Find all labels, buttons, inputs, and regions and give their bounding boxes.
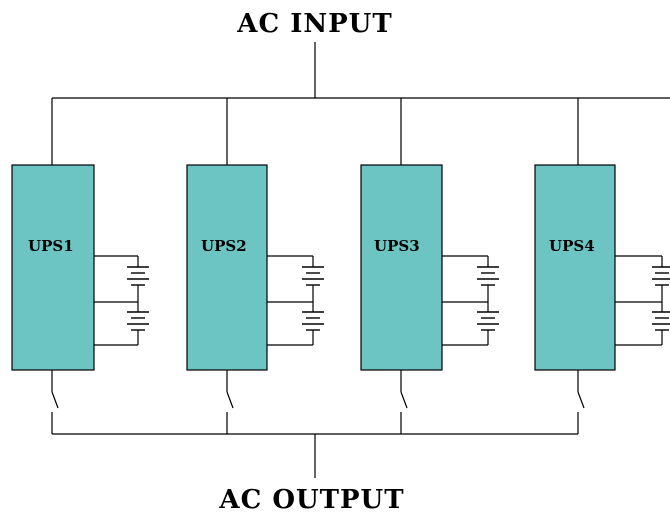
ups2-label: UPS2 bbox=[201, 237, 247, 255]
ac-input-label: AC INPUT bbox=[237, 9, 393, 39]
ups4-output-switch bbox=[577, 370, 585, 434]
ups1-battery-bank bbox=[94, 255, 149, 346]
ups4-battery-bank bbox=[615, 255, 670, 346]
ups1-box bbox=[11, 164, 95, 371]
ups3-output-switch bbox=[400, 370, 408, 434]
ups3-label: UPS3 bbox=[374, 237, 420, 255]
ups2-output-switch bbox=[226, 370, 234, 434]
ups1-output-switch bbox=[51, 370, 59, 434]
ups2-branch bbox=[186, 98, 324, 434]
ups4-branch bbox=[534, 98, 670, 434]
ups1-label: UPS1 bbox=[28, 237, 74, 255]
ups3-battery-bank bbox=[442, 255, 499, 346]
ups4-box bbox=[534, 164, 616, 371]
ac-output-label: AC OUTPUT bbox=[219, 485, 405, 515]
ups2-battery-bank bbox=[267, 255, 324, 346]
ups1-branch bbox=[11, 98, 149, 434]
ups3-box bbox=[360, 164, 443, 371]
ups4-label: UPS4 bbox=[549, 237, 595, 255]
ups2-box bbox=[186, 164, 268, 371]
ups3-branch bbox=[360, 98, 499, 434]
